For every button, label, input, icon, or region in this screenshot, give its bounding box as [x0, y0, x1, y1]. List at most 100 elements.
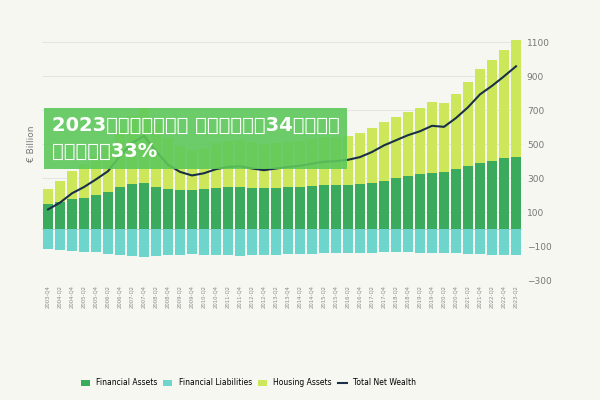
Bar [403, 176, 413, 229]
Bar [439, 172, 449, 229]
Bar [151, 187, 161, 229]
Bar [499, 229, 509, 255]
Bar [295, 229, 305, 254]
Bar [127, 116, 137, 184]
Bar [235, 229, 245, 256]
Bar [511, 229, 521, 255]
Bar [487, 60, 497, 161]
Bar [211, 143, 221, 188]
Bar [67, 171, 77, 199]
Bar [379, 180, 389, 229]
Bar [163, 138, 173, 188]
Bar [247, 188, 257, 229]
Bar [331, 186, 341, 229]
Bar [127, 184, 137, 229]
Bar [343, 185, 353, 229]
Bar [247, 229, 257, 255]
Bar [367, 183, 377, 229]
Bar [463, 229, 473, 254]
Bar [487, 229, 497, 254]
Bar [175, 190, 185, 229]
Bar [451, 94, 461, 169]
Bar [199, 189, 209, 229]
Bar [223, 187, 233, 229]
Bar [439, 103, 449, 172]
Bar [211, 188, 221, 229]
Bar [175, 146, 185, 190]
Bar [463, 166, 473, 229]
Bar [103, 146, 113, 192]
Bar [319, 186, 329, 229]
Bar [475, 163, 485, 229]
Bar [43, 229, 53, 250]
Bar [127, 229, 137, 256]
Bar [79, 198, 89, 229]
Bar [223, 229, 233, 255]
Bar [271, 143, 281, 188]
Bar [223, 141, 233, 187]
Bar [391, 117, 401, 178]
Bar [187, 190, 197, 229]
Bar [511, 40, 521, 157]
Bar [391, 229, 401, 252]
Bar [199, 148, 209, 189]
Bar [103, 229, 113, 254]
Bar [103, 192, 113, 229]
Bar [499, 158, 509, 229]
Bar [427, 172, 437, 229]
Bar [235, 187, 245, 229]
Bar [115, 130, 125, 187]
Bar [319, 229, 329, 254]
Bar [187, 150, 197, 190]
Bar [43, 204, 53, 229]
Bar [163, 229, 173, 255]
Bar [91, 229, 101, 252]
Bar [259, 188, 269, 229]
Bar [367, 128, 377, 183]
Bar [379, 122, 389, 180]
Bar [403, 112, 413, 176]
Bar [355, 229, 365, 253]
Bar [139, 108, 149, 183]
Bar [55, 229, 65, 250]
Bar [475, 229, 485, 254]
Bar [67, 199, 77, 229]
Bar [115, 187, 125, 229]
Bar [187, 229, 197, 254]
Legend: Financial Assets, Financial Liabilities, Housing Assets, Total Net Wealth: Financial Assets, Financial Liabilities,… [77, 375, 419, 390]
Bar [451, 169, 461, 229]
Bar [115, 229, 125, 255]
Bar [79, 229, 89, 252]
Bar [151, 229, 161, 256]
Bar [307, 186, 317, 229]
Bar [355, 133, 365, 184]
Bar [307, 139, 317, 186]
Bar [247, 142, 257, 188]
Bar [343, 136, 353, 185]
Bar [235, 140, 245, 187]
Bar [271, 188, 281, 229]
Bar [151, 124, 161, 187]
Bar [415, 108, 425, 174]
Bar [43, 189, 53, 204]
Bar [295, 187, 305, 229]
Bar [463, 82, 473, 166]
Bar [139, 229, 149, 256]
Bar [283, 142, 293, 187]
Bar [67, 229, 77, 251]
Bar [283, 187, 293, 229]
Bar [439, 229, 449, 253]
Bar [259, 229, 269, 255]
Y-axis label: € Billion: € Billion [28, 126, 37, 162]
Bar [355, 184, 365, 229]
Bar [307, 229, 317, 254]
Bar [415, 174, 425, 229]
Bar [55, 182, 65, 202]
Bar [511, 157, 521, 229]
Bar [163, 188, 173, 229]
Bar [55, 202, 65, 229]
Bar [319, 137, 329, 186]
Bar [499, 50, 509, 158]
Bar [415, 229, 425, 253]
Bar [427, 229, 437, 253]
